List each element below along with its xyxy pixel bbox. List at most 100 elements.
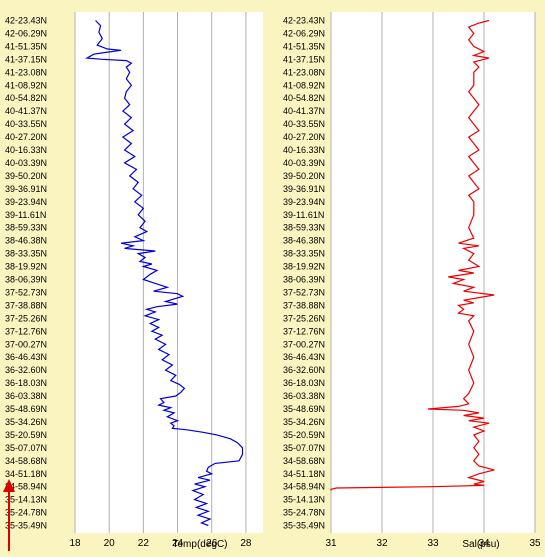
temperature-latitude-label: 42-23.43N: [5, 16, 47, 26]
temperature-latitude-label: 34-58.94N: [5, 482, 47, 492]
temperature-latitude-label: 39-23.94N: [5, 197, 47, 207]
temperature-latitude-labels: 42-23.43N 42-06.29N 41-51.35N 41-37.15N 41-2…: [5, 16, 47, 531]
salinity-latitude-label: 38-33.35N: [283, 249, 325, 259]
temperature-latitude-label: 38-19.92N: [5, 262, 47, 272]
temperature-latitude-label: 34-58.68N: [5, 456, 47, 466]
direction-arrow-icon: [3, 479, 15, 551]
salinity-latitude-label: 41-37.15N: [283, 54, 325, 64]
salinity-latitude-label: 39-23.94N: [283, 197, 325, 207]
salinity-latitude-label: 40-33.55N: [283, 119, 325, 129]
temperature-x-axis-label: Temp(degC): [172, 539, 227, 550]
temperature-latitude-label: 40-54.82N: [5, 93, 47, 103]
temperature-latitude-label: 35-48.69N: [5, 404, 47, 414]
salinity-latitude-label: 39-36.91N: [283, 184, 325, 194]
temperature-latitude-label: 42-06.29N: [5, 28, 47, 38]
temperature-x-tick-label: 22: [138, 538, 150, 549]
salinity-x-tick-labels: 31 32 33 34 35: [325, 538, 541, 549]
temperature-latitude-label: 38-59.33N: [5, 223, 47, 233]
salinity-latitude-label: 38-19.92N: [283, 262, 325, 272]
temperature-x-tick-label: 20: [104, 538, 116, 549]
temperature-latitude-label: 39-11.61N: [5, 210, 46, 220]
salinity-latitude-label: 37-12.76N: [283, 326, 325, 336]
temperature-latitude-label: 36-18.03N: [5, 378, 47, 388]
salinity-latitude-label: 35-34.26N: [283, 417, 325, 427]
temperature-x-tick-label: 26: [206, 538, 218, 549]
salinity-latitude-label: 41-51.35N: [283, 41, 325, 51]
temperature-latitude-label: 38-46.38N: [5, 236, 47, 246]
salinity-latitude-label: 36-46.43N: [283, 352, 325, 362]
temperature-x-tick-label: 28: [240, 538, 252, 549]
salinity-latitude-label: 35-14.13N: [283, 495, 325, 505]
temperature-latitude-label: 40-03.39N: [5, 158, 47, 168]
salinity-latitude-label: 35-48.69N: [283, 404, 325, 414]
temperature-latitude-label: 36-32.60N: [5, 365, 47, 375]
salinity-latitude-label: 41-08.92N: [283, 80, 325, 90]
temperature-latitude-label: 41-23.08N: [5, 67, 47, 77]
salinity-latitude-label: 34-51.18N: [283, 469, 325, 479]
salinity-x-axis-label: Sal(psu): [462, 539, 499, 550]
temperature-latitude-label: 35-07.07N: [5, 443, 47, 453]
temperature-latitude-label: 34-51.18N: [5, 469, 47, 479]
temperature-panel: 42-23.43N 42-06.29N 41-51.35N 41-37.15N 41-2…: [5, 12, 263, 550]
salinity-latitude-label: 40-03.39N: [283, 158, 325, 168]
salinity-latitude-label: 37-25.26N: [283, 313, 325, 323]
temperature-latitude-label: 37-00.27N: [5, 339, 47, 349]
temperature-latitude-label: 35-24.78N: [5, 508, 47, 518]
salinity-latitude-label: 39-50.20N: [283, 171, 325, 181]
temperature-x-tick-labels: 18 20 22 24 26 28: [69, 538, 251, 549]
salinity-latitude-label: 35-20.59N: [283, 430, 325, 440]
salinity-x-tick-label: 31: [325, 538, 337, 549]
temperature-x-tick-label: 18: [69, 538, 81, 549]
temperature-latitude-label: 41-51.35N: [5, 41, 47, 51]
salinity-latitude-label: 38-46.38N: [283, 236, 325, 246]
temperature-latitude-label: 35-20.59N: [5, 430, 47, 440]
salinity-latitude-label: 40-41.37N: [283, 106, 325, 116]
temperature-x-tick-label: 24: [172, 538, 184, 549]
temperature-latitude-label: 39-50.20N: [5, 171, 47, 181]
salinity-latitude-label: 36-32.60N: [283, 365, 325, 375]
salinity-latitude-label: 36-18.03N: [283, 378, 325, 388]
temperature-profile-line: [85, 20, 244, 527]
temperature-latitude-label: 40-27.20N: [5, 132, 47, 142]
salinity-latitude-label: 40-27.20N: [283, 132, 325, 142]
salinity-latitude-label: 35-24.78N: [283, 508, 325, 518]
salinity-x-tick-label: 34: [478, 538, 490, 549]
salinity-latitude-label: 37-38.88N: [283, 300, 325, 310]
salinity-latitude-label: 39-11.61N: [283, 210, 324, 220]
salinity-latitude-label: 34-58.94N: [283, 482, 325, 492]
salinity-profile-line: [330, 19, 495, 491]
salinity-latitude-label: 38-59.33N: [283, 223, 325, 233]
temperature-latitude-label: 36-46.43N: [5, 352, 47, 362]
salinity-latitude-label: 42-06.29N: [283, 28, 325, 38]
temperature-latitude-label: 41-37.15N: [5, 54, 47, 64]
salinity-latitude-label: 41-23.08N: [283, 67, 325, 77]
salinity-latitude-label: 34-58.68N: [283, 456, 325, 466]
temperature-latitude-label: 37-38.88N: [5, 300, 47, 310]
temperature-latitude-label: 40-33.55N: [5, 119, 47, 129]
salinity-latitude-label: 37-00.27N: [283, 339, 325, 349]
salinity-latitude-label: 38-06.39N: [283, 275, 325, 285]
salinity-latitude-labels: 42-23.43N 42-06.29N 41-51.35N 41-37.15N 41-2…: [283, 16, 325, 531]
salinity-latitude-label: 37-52.73N: [283, 287, 325, 297]
salinity-latitude-label: 35-07.07N: [283, 443, 325, 453]
salinity-latitude-label: 36-03.38N: [283, 391, 325, 401]
temperature-latitude-label: 40-16.33N: [5, 145, 47, 155]
salinity-latitude-label: 40-54.82N: [283, 93, 325, 103]
salinity-grid: [330, 12, 536, 533]
temperature-latitude-label: 41-08.92N: [5, 80, 47, 90]
salinity-panel: 42-23.43N 42-06.29N 41-51.35N 41-37.15N 41-2…: [283, 12, 541, 550]
temperature-grid: [74, 12, 247, 533]
salinity-latitude-label: 42-23.43N: [283, 16, 325, 26]
temperature-latitude-label: 35-35.49N: [5, 521, 47, 531]
temperature-latitude-label: 36-03.38N: [5, 391, 47, 401]
temperature-latitude-label: 35-14.13N: [5, 495, 47, 505]
temperature-latitude-label: 37-25.26N: [5, 313, 47, 323]
temperature-latitude-label: 38-06.39N: [5, 275, 47, 285]
salinity-x-tick-label: 35: [529, 538, 541, 549]
salinity-latitude-label: 35-35.49N: [283, 521, 325, 531]
temperature-plot-area: [75, 12, 263, 533]
temperature-latitude-label: 39-36.91N: [5, 184, 47, 194]
salinity-latitude-label: 40-16.33N: [283, 145, 325, 155]
temperature-latitude-label: 40-41.37N: [5, 106, 47, 116]
